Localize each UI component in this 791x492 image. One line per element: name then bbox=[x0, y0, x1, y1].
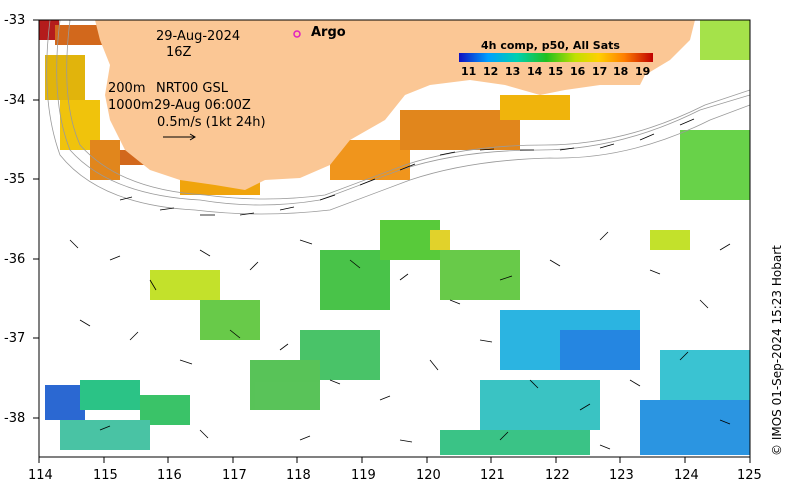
x-tick-label: 125 bbox=[737, 468, 762, 483]
current-vectors bbox=[69, 118, 731, 450]
colorbar-tick: 11 bbox=[461, 65, 477, 78]
x-tick-label: 123 bbox=[609, 468, 634, 483]
y-tick-label: -38 bbox=[4, 411, 26, 426]
x-tick-label: 114 bbox=[28, 468, 53, 483]
colorbar-title: 4h comp, p50, All Sats bbox=[481, 39, 620, 52]
colorbar-tick: 12 bbox=[483, 65, 499, 78]
x-tick-label: 115 bbox=[93, 468, 118, 483]
credit-text: © IMOS 01-Sep-2024 15:23 Hobart bbox=[770, 245, 784, 456]
scale-label: 0.5m/s (1kt 24h) bbox=[157, 115, 266, 130]
colorbar-tick: 19 bbox=[635, 65, 651, 78]
argo-marker-icon bbox=[293, 30, 301, 38]
contour-deep-label: 1000m bbox=[108, 98, 154, 113]
y-tick-label: -36 bbox=[4, 252, 26, 267]
colorbar-tick: 13 bbox=[505, 65, 521, 78]
x-tick-label: 124 bbox=[674, 468, 699, 483]
contour-shallow-label: 200m bbox=[108, 81, 146, 96]
date-label: 29-Aug-2024 bbox=[156, 29, 241, 44]
colorbar-tick: 18 bbox=[613, 65, 629, 78]
plot-frame bbox=[38, 19, 751, 458]
axis-ticks bbox=[33, 19, 751, 463]
colorbar-tick: 16 bbox=[570, 65, 586, 78]
x-tick-label: 119 bbox=[351, 468, 376, 483]
bathymetry-contours bbox=[46, 20, 750, 215]
colorbar-tick: 15 bbox=[548, 65, 564, 78]
colorbar-tick: 14 bbox=[527, 65, 543, 78]
land-mass bbox=[95, 20, 695, 190]
y-tick-label: -37 bbox=[4, 331, 26, 346]
argo-label: Argo bbox=[311, 25, 346, 40]
product-label: NRT00 GSL bbox=[156, 81, 228, 96]
x-tick-label: 121 bbox=[480, 468, 505, 483]
altimetry-time-label: 29-Aug 06:00Z bbox=[154, 98, 251, 113]
y-tick-label: -35 bbox=[4, 172, 26, 187]
x-tick-label: 117 bbox=[222, 468, 247, 483]
x-tick-label: 120 bbox=[416, 468, 441, 483]
x-tick-label: 116 bbox=[157, 468, 182, 483]
scale-arrow-icon bbox=[163, 133, 196, 141]
hour-label: 16Z bbox=[166, 45, 192, 60]
y-tick-label: -34 bbox=[4, 93, 26, 108]
x-tick-label: 122 bbox=[545, 468, 570, 483]
colorbar bbox=[459, 53, 653, 62]
x-tick-label: 118 bbox=[286, 468, 311, 483]
y-tick-label: -33 bbox=[4, 13, 26, 28]
colorbar-tick: 17 bbox=[592, 65, 608, 78]
